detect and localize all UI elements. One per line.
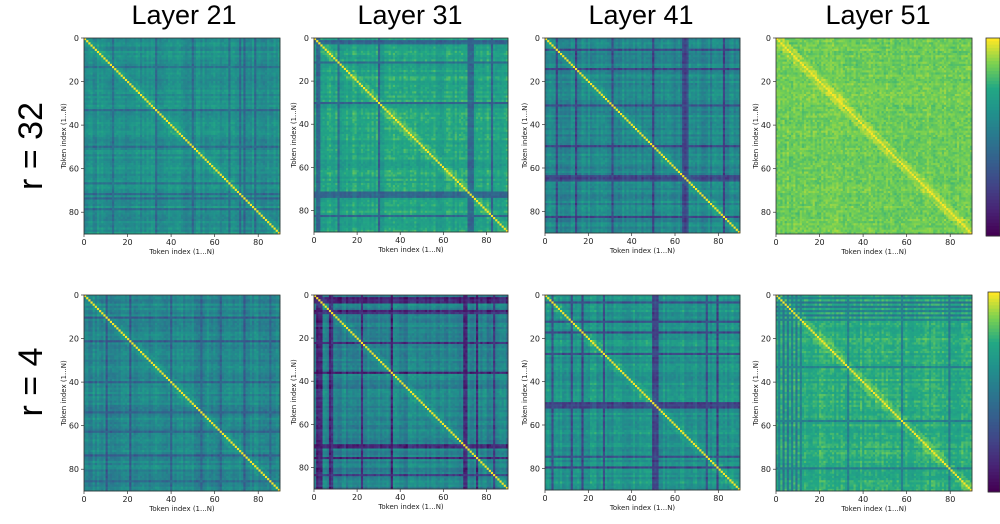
row-label-r4: r = 4: [12, 348, 50, 417]
column-title-layer31: Layer 31: [357, 0, 462, 30]
column-title-layer21: Layer 21: [131, 0, 236, 30]
row-label-r32: r = 32: [12, 102, 50, 190]
heatmap-cells: [84, 38, 280, 234]
column-title-layer41: Layer 41: [588, 0, 693, 30]
column-title-layer51: Layer 51: [825, 0, 930, 30]
